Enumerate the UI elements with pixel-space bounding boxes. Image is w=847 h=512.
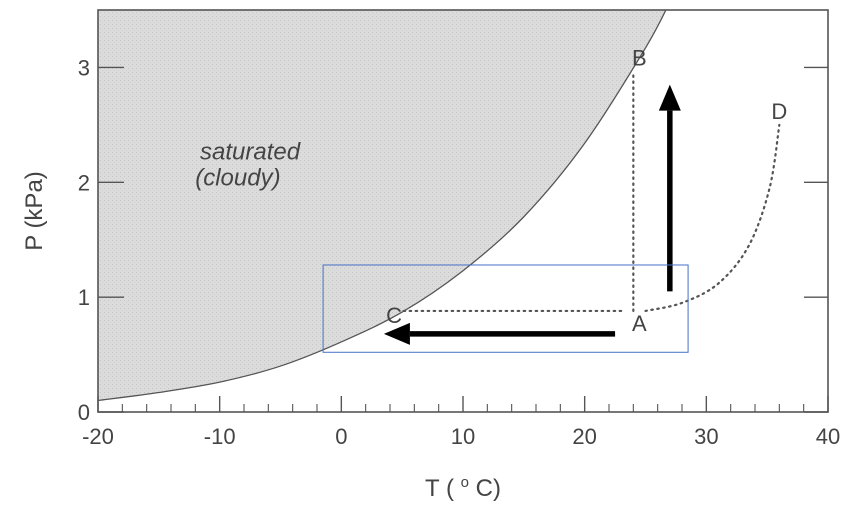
process-arrows [383, 84, 681, 345]
x-tick-label: 0 [335, 424, 347, 449]
state-point-labels: A B C D [386, 45, 787, 335]
axis-ticks: -20 -10 0 10 20 30 40 0 1 2 3 [78, 55, 840, 449]
x-axis-label: T ( o C) [425, 466, 501, 502]
x-axis-label-open: ( [446, 475, 454, 502]
y-axis-label: P (kPa) [21, 171, 48, 251]
point-label-d: D [771, 99, 787, 124]
saturated-region [98, 10, 670, 401]
x-tick-label: -10 [204, 424, 236, 449]
process-paths [401, 72, 781, 313]
horizontal-arrow-head [383, 322, 410, 345]
x-axis-label-degree: o [461, 474, 469, 491]
x-tick-label: 10 [451, 424, 475, 449]
y-tick-label: 2 [78, 170, 90, 195]
saturation-curve [98, 10, 667, 402]
x-tick-label: 30 [694, 424, 718, 449]
highlight-box [322, 264, 689, 353]
y-tick-label: 3 [78, 55, 90, 80]
dotted-path-a-d [644, 123, 781, 313]
point-label-b: B [632, 45, 647, 70]
x-axis-label-symbol: T [425, 475, 440, 502]
y-tick-label: 0 [78, 400, 90, 425]
vertical-arrow-head [658, 84, 681, 111]
y-tick-label: 1 [78, 285, 90, 310]
saturated-region-label: saturated [200, 138, 301, 165]
x-axis-label-unit: C) [476, 475, 501, 502]
point-label-c: C [386, 303, 402, 328]
x-tick-label: 20 [572, 424, 596, 449]
x-tick-label: -20 [82, 424, 114, 449]
point-label-a: A [632, 311, 647, 336]
x-tick-label: 40 [816, 424, 840, 449]
cloudy-region-label: (cloudy) [195, 165, 280, 192]
